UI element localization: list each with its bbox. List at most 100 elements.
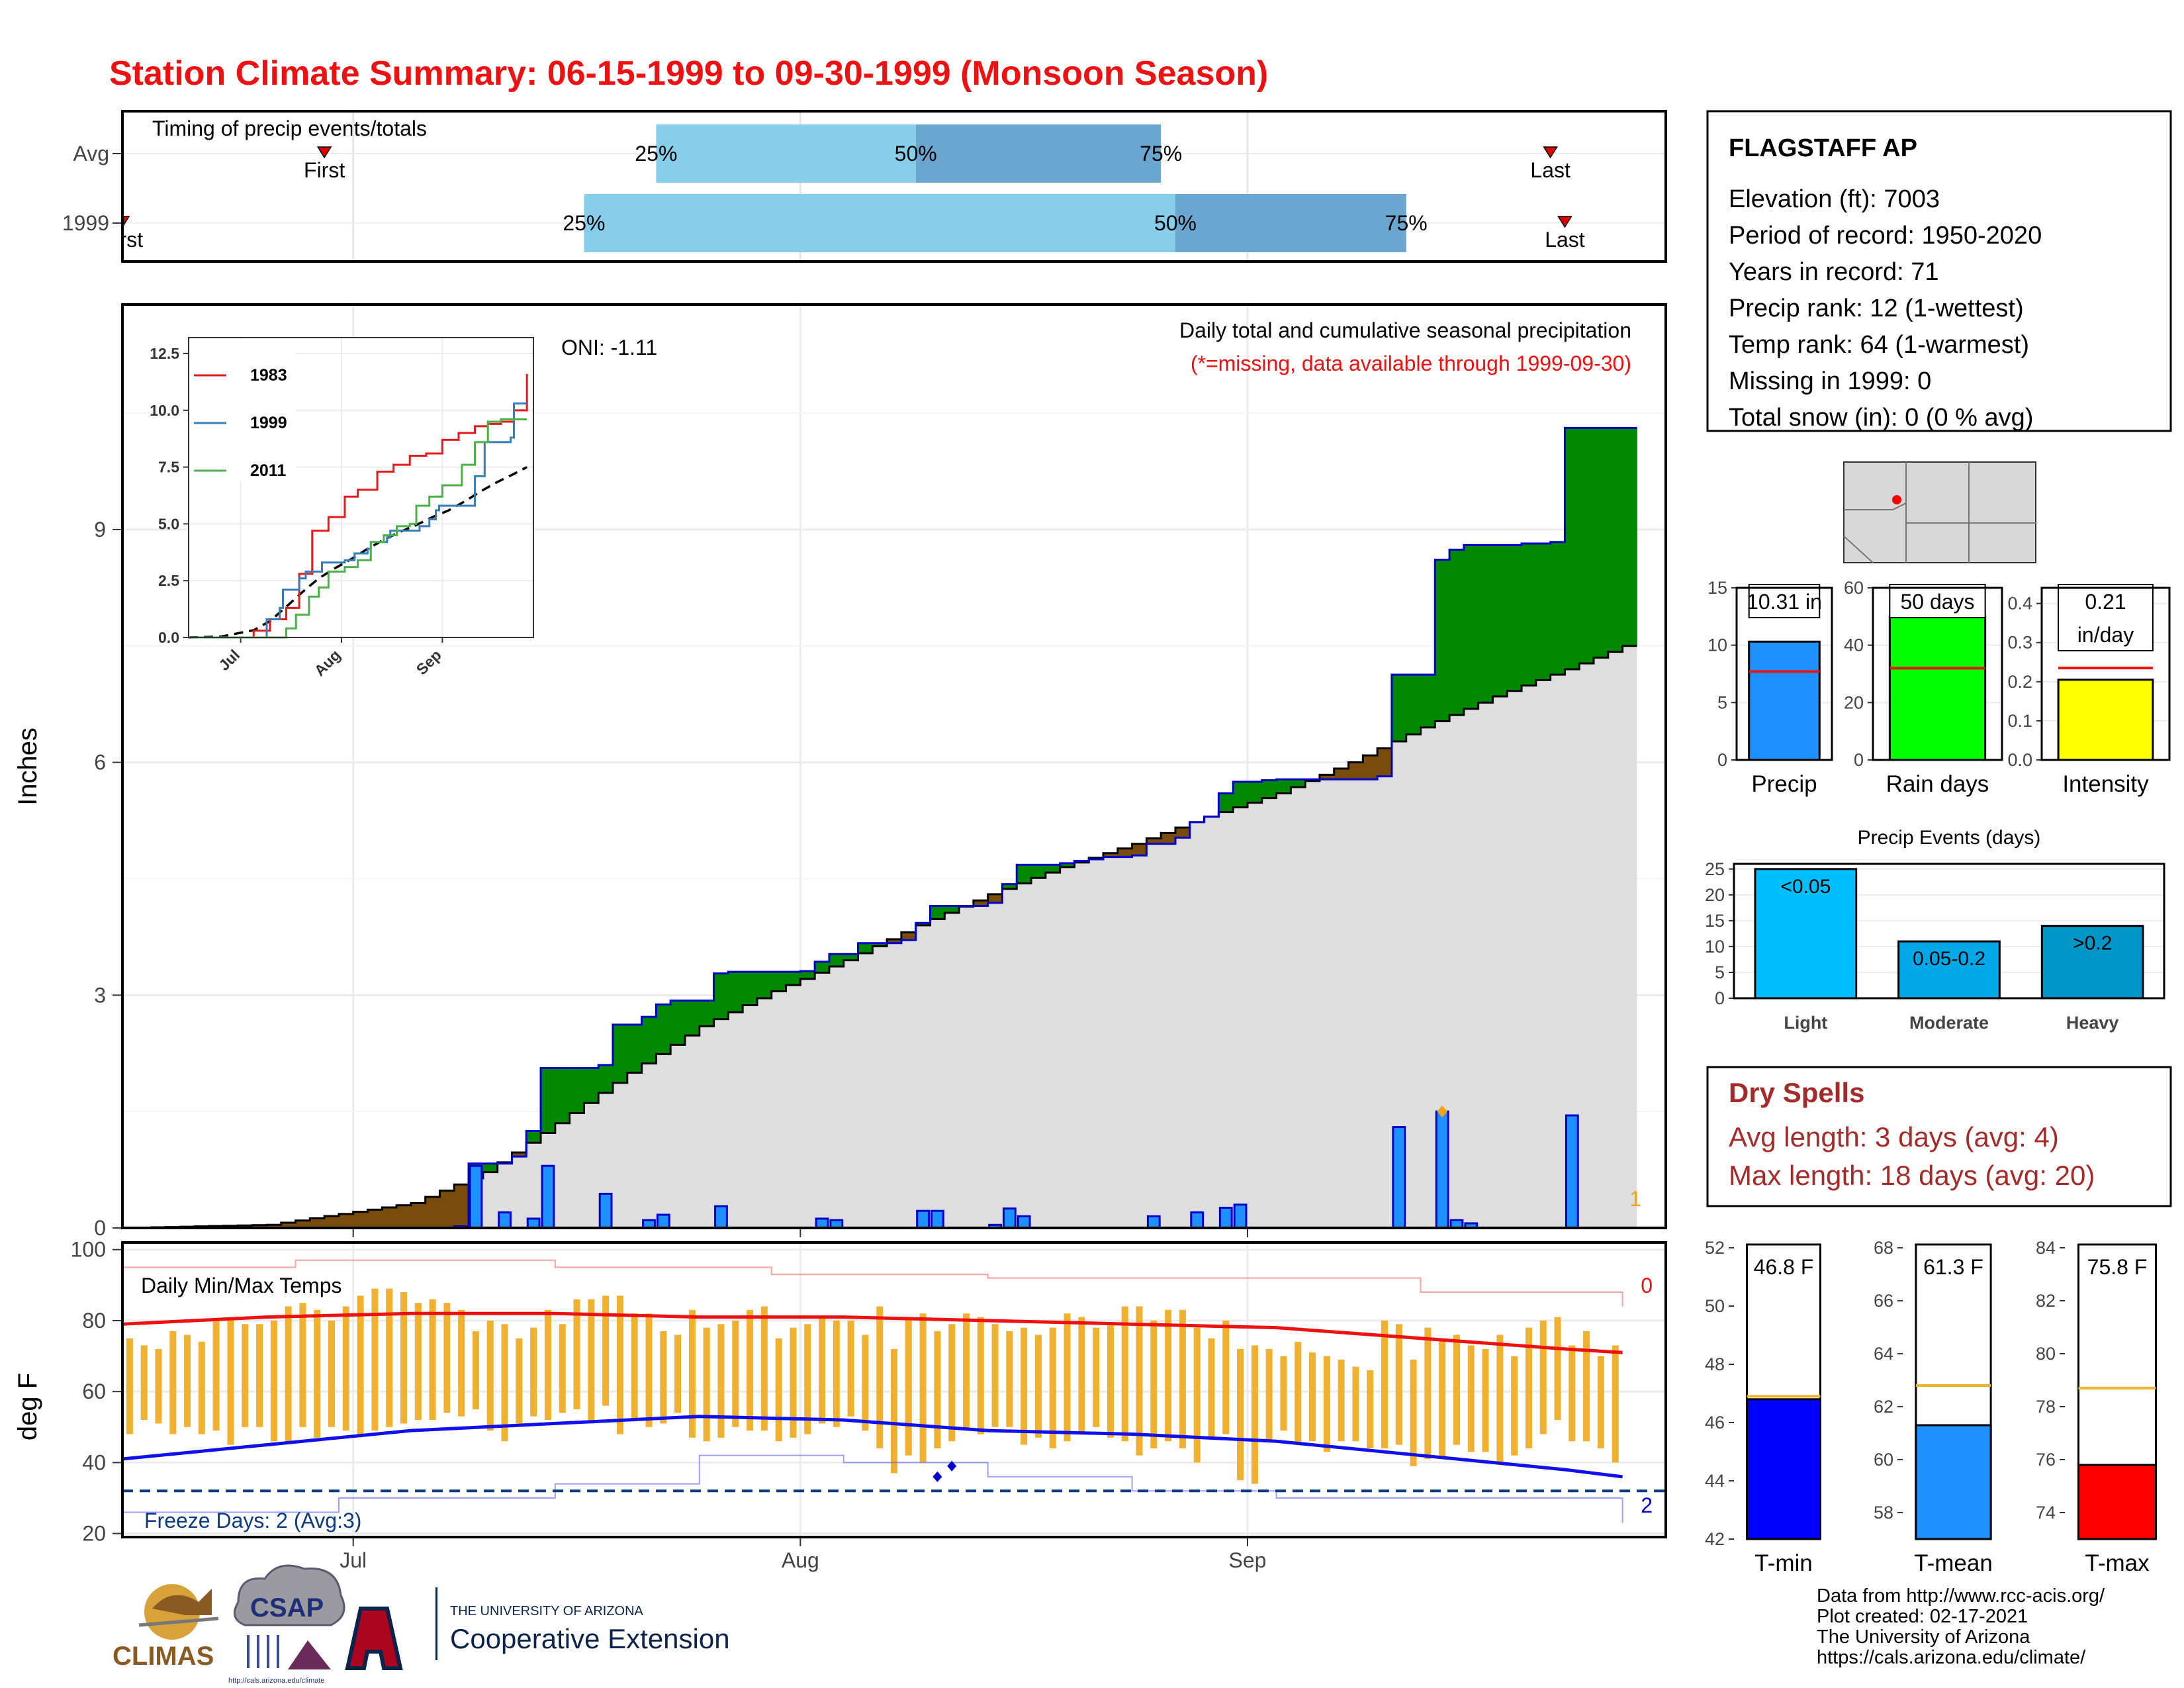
surplus-fill: [670, 1000, 686, 1045]
temp-summary-y-tick-label: 74: [2036, 1503, 2056, 1523]
daily-temp-range-bar: [371, 1288, 379, 1431]
event-category-label: Moderate: [1909, 1013, 1989, 1033]
summary-value-box: [1748, 584, 1821, 618]
dry-spells-frame: [1706, 1066, 2172, 1207]
events-y-tick-label: 25: [1705, 859, 1725, 879]
deficit-fill: [987, 894, 1003, 903]
surplus-fill: [641, 1017, 657, 1064]
timing-bar-lower: [656, 124, 916, 183]
daily-temp-range-bar: [516, 1338, 523, 1424]
daily-temp-range-bar: [559, 1324, 566, 1413]
hot-day-count: 0: [1641, 1274, 1653, 1297]
daily-temp-range-bar: [530, 1327, 537, 1417]
daily-temp-range-bar: [1323, 1356, 1330, 1452]
oni-label: ONI: -1.11: [561, 336, 657, 359]
inset-y-tick-label: 5.0: [158, 515, 179, 532]
figure-title: Station Climate Summary: 06-15-1999 to 0…: [109, 54, 1268, 93]
daily-temp-range-bar: [934, 1331, 941, 1448]
inset-y-tick-label: 2.5: [158, 572, 179, 589]
surplus-fill: [1261, 780, 1277, 798]
summary-value-label: 10.31 in: [1747, 590, 1822, 614]
temps-ylabel: deg F: [13, 1373, 42, 1440]
event-category-label: Light: [1784, 1013, 1827, 1033]
surplus-fill: [771, 972, 787, 992]
surplus-fill: [1522, 543, 1537, 686]
deficit-fill: [1348, 762, 1363, 780]
daily-temp-range-bar: [905, 1317, 912, 1456]
daily-temp-range-bar: [588, 1299, 595, 1424]
summary-y-tick-label: 10: [1707, 635, 1727, 655]
map-state-lines: [1843, 462, 2036, 563]
daily-temp-range-bar: [819, 1317, 826, 1424]
daily-temp-range-bar: [126, 1338, 133, 1434]
first-event-marker: [316, 146, 332, 159]
station-info-line: Total snow (in): 0 (0 % avg): [1729, 404, 2033, 432]
precip-y-tick-label: 0: [94, 1216, 106, 1240]
daily-temp-range-bar: [1064, 1313, 1071, 1442]
daily-temp-range-bar: [616, 1295, 623, 1434]
logos: CLIMAS CSAP http://cals.arizona.edu/clim…: [113, 1564, 730, 1685]
daily-temp-range-bar: [703, 1327, 710, 1442]
temp-summary-y-tick-label: 66: [1874, 1291, 1893, 1311]
surplus-fill: [1550, 541, 1565, 675]
daily-temp-range-bar: [1424, 1327, 1432, 1460]
daily-precip-bar: [1392, 1126, 1406, 1229]
map-background: [1843, 461, 2036, 563]
temp-category-label: T-max: [2085, 1550, 2150, 1576]
timing-pct-label: 75%: [1140, 142, 1182, 165]
station-info-line: Years in record: 71: [1729, 258, 1939, 286]
temps-panel-border: [121, 1241, 1667, 1538]
deficit-fill: [901, 932, 917, 941]
daily-temp-range-bar: [1265, 1348, 1273, 1442]
surplus-fill: [526, 1131, 541, 1143]
daily-temp-range-bar: [991, 1324, 999, 1427]
temps-y-tick-label: 20: [82, 1522, 106, 1546]
inset-legend-label: 1983: [250, 366, 287, 385]
surplus-fill: [858, 943, 873, 954]
surplus-fill: [1463, 545, 1479, 709]
dry-spells-title: Dry Spells: [1729, 1077, 1864, 1108]
deficit-fill: [410, 1203, 426, 1228]
timing-row-label: Avg: [73, 142, 109, 165]
station-info-box: FLAGSTAFF AP Elevation (ft): 7003 Period …: [1706, 110, 2172, 432]
deficit-fill: [887, 939, 902, 943]
daily-temp-range-bar: [140, 1345, 148, 1421]
precip-note: Daily total and cumulative seasonal prec…: [1179, 318, 1631, 342]
dry-spells-max: Max length: 18 days (avg: 20): [1729, 1160, 2095, 1191]
daily-precip-bar: [1233, 1203, 1248, 1229]
surplus-fill: [800, 970, 815, 979]
surplus-fill: [598, 1064, 614, 1094]
surplus-fill: [569, 1068, 584, 1113]
deficit-fill: [266, 1225, 282, 1228]
deficit-fill: [973, 900, 989, 906]
daily-temp-range-bar: [242, 1324, 249, 1427]
surplus-fill: [1435, 559, 1450, 722]
deficit-fill: [1117, 848, 1133, 857]
daily-temp-range-bar: [501, 1324, 508, 1442]
surplus-fill: [930, 906, 945, 919]
deficit-fill: [1132, 843, 1147, 856]
surplus-fill: [1291, 779, 1306, 788]
daily-temp-range-bar: [977, 1317, 984, 1434]
summary-value-unit: in/day: [2077, 623, 2134, 647]
precip-events-chart: Precip Events (days) 0 5 10 15 20 25 <0.05 Light…: [1705, 827, 2165, 1033]
station-marker: [1892, 495, 1901, 504]
timing-pct-label: 50%: [895, 142, 937, 165]
record-min-line: [122, 1454, 1623, 1523]
daily-temp-range-bar: [1554, 1317, 1561, 1421]
event-category-label: Heavy: [2066, 1013, 2119, 1033]
daily-temp-range-bar: [212, 1320, 220, 1431]
daily-temp-range-bar: [847, 1320, 854, 1417]
daily-temp-range-bar: [328, 1320, 336, 1427]
station-info-line: Precip rank: 12 (1-wettest): [1729, 295, 2024, 322]
record-max-line: [122, 1259, 1623, 1307]
daily-temp-range-bar: [1453, 1335, 1460, 1445]
precip-ylabel: Inches: [13, 727, 42, 806]
last-event-label: Last: [1530, 158, 1570, 182]
daily-temp-range-bar: [1006, 1331, 1013, 1427]
daily-temp-range-bar: [1482, 1348, 1489, 1452]
temp-summary-y-tick-label: 50: [1705, 1296, 1725, 1316]
temp-value-label: 46.8 F: [1754, 1255, 1814, 1279]
university-logo: THE UNIVERSITY OF ARIZONA Cooperative Ex…: [345, 1587, 730, 1670]
surplus-fill: [1594, 428, 1609, 658]
